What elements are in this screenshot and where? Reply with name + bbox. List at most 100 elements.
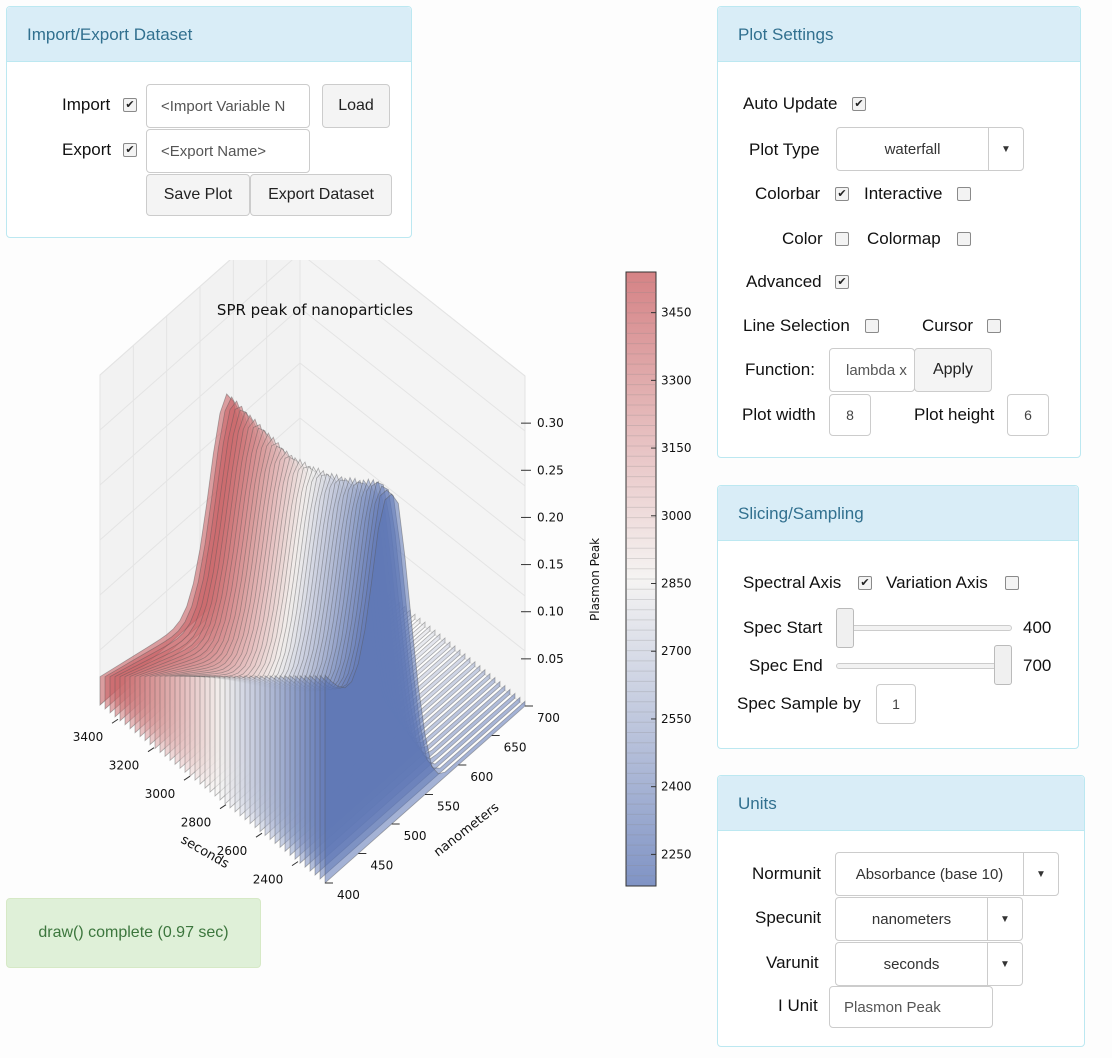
spectral-axis-checkbox[interactable]: ✔ (858, 576, 872, 590)
variation-axis-checkbox[interactable] (1005, 576, 1019, 590)
spec-start-slider-handle[interactable] (836, 608, 854, 648)
plot-width-input[interactable]: 8 (829, 394, 871, 436)
units-heading: Units (718, 776, 1084, 831)
apply-button[interactable]: Apply (914, 348, 992, 392)
export-checkbox[interactable]: ✔ (123, 143, 137, 157)
spec-end-slider-handle[interactable] (994, 645, 1012, 685)
interactive-label: Interactive (864, 184, 943, 203)
import-label: Import (62, 95, 111, 114)
spec-start-label: Spec Start (743, 618, 823, 637)
colorbar-tick-label: 3150 (661, 441, 692, 455)
caret-down-icon: ▼ (1000, 913, 1010, 925)
specunit-select[interactable]: nanometers ▼ (835, 897, 1023, 941)
colorbar-tick-label: 3450 (661, 306, 692, 320)
z-tick-label: 0.15 (537, 558, 564, 572)
spec-start-slider[interactable] (836, 625, 1012, 631)
spec-sample-label: Spec Sample by (737, 694, 861, 713)
specunit-value: nanometers (836, 898, 988, 940)
colorbar-tick-label: 3300 (661, 373, 692, 387)
x-tick-label: 2400 (253, 873, 284, 887)
cursor-label: Cursor (922, 316, 974, 335)
colorbar-tick-label: 2850 (661, 577, 692, 591)
y-tick-label: 500 (404, 829, 427, 843)
varunit-select[interactable]: seconds ▼ (835, 942, 1023, 986)
caret-down-icon: ▼ (1036, 868, 1046, 880)
y-tick-label: 450 (370, 859, 393, 873)
load-button[interactable]: Load (322, 84, 390, 128)
x-tick-label: 3000 (145, 787, 176, 801)
export-name-input[interactable]: <Export Name> (146, 129, 310, 173)
y-tick-label: 700 (537, 711, 560, 725)
x-tick-label: 3200 (109, 759, 140, 773)
x-tick (111, 718, 119, 724)
variation-axis-label: Variation Axis (886, 573, 988, 592)
function-label: Function: (745, 360, 815, 379)
colormap-checkbox[interactable] (957, 232, 971, 246)
line-selection-label: Line Selection (743, 316, 850, 335)
save-plot-button[interactable]: Save Plot (146, 174, 250, 216)
colorbar-tick-label: 3000 (661, 509, 692, 523)
colorbar-rect (625, 271, 657, 887)
status-message: draw() complete (0.97 sec) (6, 898, 261, 968)
spec-start-value: 400 (1023, 618, 1052, 637)
plot-type-value: waterfall (837, 128, 989, 170)
x-tick-label: 2800 (181, 816, 212, 830)
plot-settings-heading: Plot Settings (718, 7, 1080, 62)
z-axis-label: Plasmon Peak (588, 538, 602, 621)
plot-height-input[interactable]: 6 (1007, 394, 1049, 436)
auto-update-checkbox[interactable]: ✔ (852, 97, 866, 111)
export-dataset-button[interactable]: Export Dataset (250, 174, 392, 216)
spec-end-label: Spec End (749, 656, 823, 675)
plot-grid (99, 260, 526, 708)
plot-type-select[interactable]: waterfall ▼ (836, 127, 1024, 171)
caret-down-icon: ▼ (1000, 958, 1010, 970)
colorbar-label: Colorbar (755, 184, 821, 203)
spec-sample-input[interactable]: 1 (876, 684, 916, 724)
waterfall-trace (324, 493, 526, 884)
z-tick-label: 0.20 (537, 510, 564, 524)
color-checkbox[interactable] (835, 232, 849, 246)
x-tick (147, 747, 155, 753)
x-tick-label: 2600 (217, 844, 248, 858)
z-tick-label: 0.05 (537, 652, 564, 666)
normunit-select[interactable]: Absorbance (base 10) ▼ (835, 852, 1059, 896)
x-tick (291, 861, 299, 867)
z-tick-label: 0.25 (537, 463, 564, 477)
plot-height-label: Plot height (914, 405, 995, 424)
advanced-label: Advanced (746, 272, 822, 291)
iunit-label: I Unit (778, 996, 818, 1015)
specunit-label: Specunit (755, 908, 822, 927)
spectral-axis-label: Spectral Axis (743, 573, 842, 592)
x-tick-label: 3400 (73, 730, 104, 744)
normunit-label: Normunit (752, 864, 821, 883)
x-tick (255, 832, 263, 838)
waterfall-plot: 2400 2600 2800 3000 3200 3400 400 450 500 550 600 6… (73, 260, 692, 900)
function-input[interactable]: lambda x (829, 348, 915, 392)
plot-axes: 2400 2600 2800 3000 3200 3400 400 450 500 550 600 6… (73, 416, 564, 900)
colorbar-tick-label: 2700 (661, 644, 692, 658)
import-export-heading: Import/Export Dataset (7, 7, 411, 62)
import-checkbox[interactable]: ✔ (123, 98, 137, 112)
y-tick-label: 600 (470, 770, 493, 784)
iunit-input[interactable]: Plasmon Peak (829, 986, 993, 1028)
y-tick-label: 550 (437, 800, 460, 814)
import-variable-input[interactable]: <Import Variable N (146, 84, 310, 128)
x-tick (219, 804, 227, 810)
colorbar-tick-label: 2400 (661, 780, 692, 794)
spec-end-value: 700 (1023, 656, 1052, 675)
plot-type-label: Plot Type (749, 140, 820, 159)
auto-update-label: Auto Update (743, 94, 838, 113)
plot-width-label: Plot width (742, 405, 816, 424)
interactive-checkbox[interactable] (957, 187, 971, 201)
color-label: Color (782, 229, 823, 248)
spec-end-slider[interactable] (836, 663, 1012, 669)
colorbar: 3450 3300 3150 3000 2850 2700 2550 2400 2250 (625, 271, 692, 887)
caret-down-icon: ▼ (1001, 143, 1011, 155)
z-tick-label: 0.10 (537, 605, 564, 619)
colorbar-checkbox[interactable]: ✔ (835, 187, 849, 201)
z-tick-label: 0.30 (537, 416, 564, 430)
line-selection-checkbox[interactable] (865, 319, 879, 333)
y-tick-label: 650 (504, 741, 527, 755)
advanced-checkbox[interactable]: ✔ (835, 275, 849, 289)
cursor-checkbox[interactable] (987, 319, 1001, 333)
